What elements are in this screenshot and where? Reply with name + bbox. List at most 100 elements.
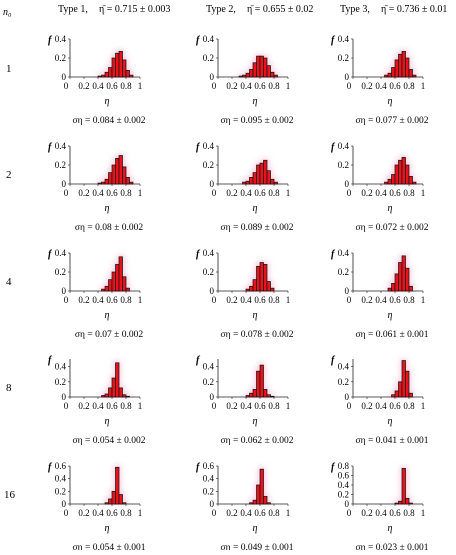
histogram-bar bbox=[398, 53, 403, 78]
histogram-bar bbox=[384, 74, 389, 78]
y-axis-label: f bbox=[196, 35, 201, 46]
x-tick-label: 1 bbox=[138, 295, 143, 305]
y-tick-label: 0.4 bbox=[338, 248, 350, 258]
n0-label: n₀ bbox=[3, 7, 12, 18]
histogram-bar bbox=[104, 285, 109, 292]
sigma-label: ση = 0.08 ± 0.002 bbox=[75, 223, 143, 233]
y-tick-label: 0.2 bbox=[338, 267, 349, 277]
x-tick-label: 0.4 bbox=[375, 508, 387, 518]
y-tick-label: 0 bbox=[210, 499, 215, 509]
histogram-bar bbox=[242, 181, 247, 185]
histogram-bar bbox=[111, 57, 116, 78]
x-tick-label: 0.6 bbox=[254, 401, 266, 411]
y-tick-label: 0.4 bbox=[55, 34, 67, 44]
histogram-bar bbox=[405, 370, 410, 398]
histogram-bar bbox=[249, 392, 254, 398]
x-tick-label: 1 bbox=[421, 401, 426, 411]
histogram-bar bbox=[408, 502, 413, 505]
histogram-bar bbox=[101, 74, 106, 78]
histogram-bar bbox=[391, 174, 396, 185]
histogram-bar bbox=[270, 178, 275, 185]
histogram-bar bbox=[401, 255, 406, 292]
x-tick-label: 0.6 bbox=[106, 295, 118, 305]
x-tick-label: 0 bbox=[347, 295, 352, 305]
histogram-bar bbox=[387, 72, 392, 78]
x-tick-label: 0 bbox=[212, 81, 217, 91]
y-tick-label: 0.2 bbox=[338, 160, 349, 170]
x-tick-label: 0.2 bbox=[78, 81, 89, 91]
y-tick-label: 0.4 bbox=[55, 141, 67, 151]
histogram-bar bbox=[104, 71, 109, 78]
histogram-bar bbox=[398, 159, 403, 185]
y-tick-label: 0.4 bbox=[203, 141, 215, 151]
y-axis-label: f bbox=[196, 142, 201, 153]
histogram-bar bbox=[259, 262, 264, 292]
sigma-label: ση = 0.095 ± 0.002 bbox=[221, 116, 294, 126]
histogram-bar bbox=[118, 256, 123, 292]
y-tick-label: 0.4 bbox=[338, 480, 350, 490]
histogram-bar bbox=[97, 75, 102, 78]
histogram-bar bbox=[266, 502, 271, 505]
x-tick-label: 0.6 bbox=[389, 401, 401, 411]
histogram-bar bbox=[122, 166, 127, 185]
x-tick-label: 0.2 bbox=[361, 401, 372, 411]
histogram-bar bbox=[270, 71, 275, 78]
x-axis-label: η bbox=[105, 203, 110, 214]
x-tick-label: 0.6 bbox=[254, 81, 266, 91]
y-tick-label: 0 bbox=[345, 72, 350, 82]
histogram-bar bbox=[122, 502, 127, 505]
histogram-bar bbox=[245, 288, 250, 292]
y-tick-label: 0.4 bbox=[338, 141, 350, 151]
y-axis-label: f bbox=[48, 35, 53, 46]
histogram-bar bbox=[238, 75, 243, 78]
y-tick-label: 0.2 bbox=[55, 160, 66, 170]
x-tick-label: 1 bbox=[286, 401, 291, 411]
x-axis-label: η bbox=[253, 96, 258, 107]
histogram-bar bbox=[398, 381, 403, 398]
x-tick-label: 0 bbox=[212, 188, 217, 198]
histogram-bar bbox=[101, 181, 106, 185]
histogram-bar bbox=[401, 157, 406, 185]
histogram-bar bbox=[259, 468, 264, 505]
histogram-bar bbox=[408, 285, 413, 292]
histogram-bar bbox=[129, 74, 134, 78]
histogram-bar bbox=[256, 370, 261, 398]
x-tick-label: 0 bbox=[347, 508, 352, 518]
y-tick-label: 0.6 bbox=[203, 461, 215, 471]
histogram-bar bbox=[125, 177, 130, 185]
sigma-label: ση = 0.041 ± 0.001 bbox=[356, 436, 429, 446]
histogram-bar bbox=[266, 65, 271, 78]
y-tick-label: 0.4 bbox=[338, 362, 350, 372]
x-tick-label: 0.4 bbox=[92, 188, 104, 198]
histogram-bar bbox=[270, 287, 275, 292]
histogram-bar bbox=[401, 360, 406, 398]
y-tick-label: 0 bbox=[345, 286, 350, 296]
histogram-bar bbox=[252, 389, 257, 398]
x-tick-label: 0 bbox=[212, 508, 217, 518]
histogram-bar bbox=[412, 181, 417, 185]
histogram-bar bbox=[401, 50, 406, 78]
histogram-bar bbox=[125, 395, 130, 398]
x-tick-label: 0.4 bbox=[375, 295, 387, 305]
histogram-bar bbox=[104, 393, 109, 398]
x-tick-label: 0.8 bbox=[120, 81, 132, 91]
histogram-bar bbox=[108, 387, 113, 398]
y-tick-label: 0.2 bbox=[55, 486, 66, 496]
histogram-bar bbox=[266, 281, 271, 292]
histogram-bar bbox=[115, 158, 120, 185]
histogram-bar bbox=[111, 164, 116, 185]
histogram-bar bbox=[405, 267, 410, 292]
halo-blob bbox=[265, 500, 273, 504]
histogram-bar bbox=[111, 490, 116, 505]
histogram-bar bbox=[263, 57, 268, 78]
col-title-type-1: Type 1, bbox=[58, 4, 88, 15]
x-tick-label: 0.6 bbox=[389, 81, 401, 91]
x-tick-label: 0.8 bbox=[120, 188, 132, 198]
x-tick-label: 1 bbox=[286, 295, 291, 305]
